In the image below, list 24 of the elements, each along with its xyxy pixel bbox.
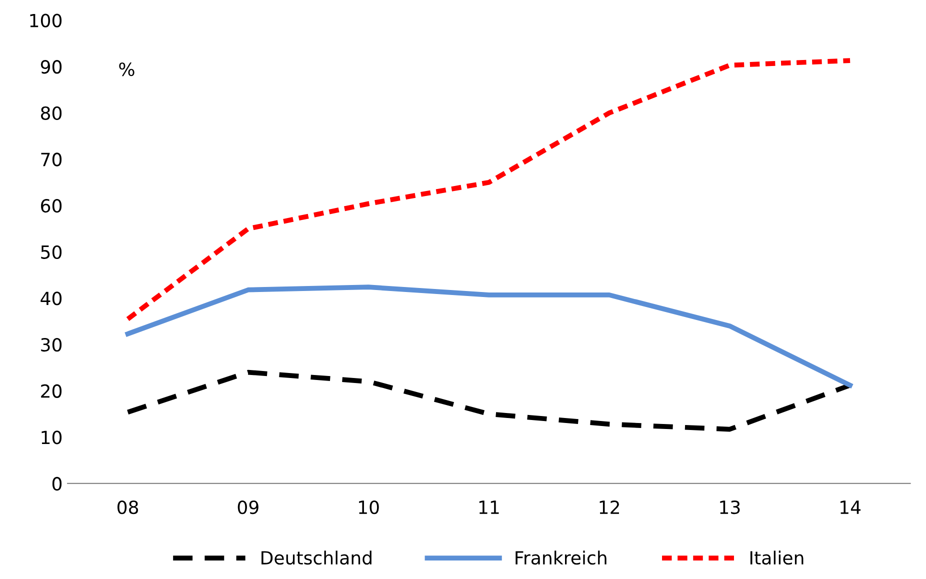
legend-label: Frankreich [516,550,606,565]
y-tick-label: 10 [42,430,62,444]
y-tick-label: 40 [40,292,62,306]
x-tick-label: 10 [359,500,379,514]
x-tick-label: 08 [117,500,138,514]
y-tick-label: 30 [41,338,62,352]
legend-label: Deutschland [262,550,372,565]
x-tick-label: 14 [840,500,861,514]
y-tick-label: 0 [52,476,62,491]
annotation: % [119,62,134,76]
x-tick-label: 11 [479,500,499,514]
y-tick-label: 100 [30,14,62,28]
legend-label: Italien [750,550,804,565]
line-series [125,370,852,432]
x-tick-label: 13 [720,500,740,514]
y-tick-label: 50 [41,245,62,259]
y-tick-label: 20 [41,384,62,398]
y-tick-label: 80 [40,106,62,120]
y-tick-label: 60 [41,199,62,213]
line-series [125,284,852,388]
x-tick-label: 09 [238,500,258,514]
x-tick-label: 12 [600,500,619,514]
y-tick-label: 90 [40,60,62,74]
y-tick-label: 70 [41,152,62,166]
